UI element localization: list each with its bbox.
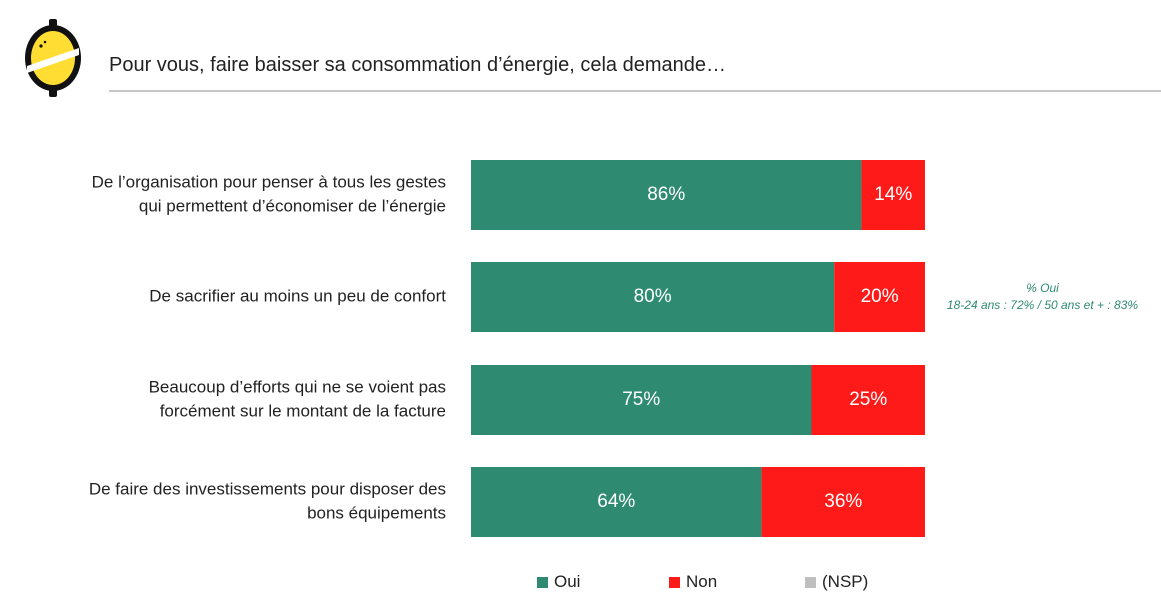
category-label-2-line-0: Beaucoup d’efforts qui ne se voient pas [149,377,446,396]
category-label-3-line-1: bons équipements [307,503,446,522]
category-label-0-line-1: qui permettent d’économiser de l’énergie [139,196,446,215]
legend-label-oui: Oui [554,572,581,591]
data-label-oui-0: 86% [647,184,685,205]
title-divider [109,90,1161,92]
data-label-oui-2: 75% [622,389,660,410]
legend-label-non: Non [686,572,718,591]
legend-label-nsp: (NSP) [822,572,869,591]
annotation-line-2: 18-24 ans : 72% / 50 ans et + : 83% [946,298,1139,312]
legend-item-oui: Oui [537,572,580,592]
annotation-line-1: % Oui [1026,281,1059,295]
bar-non-1 [834,262,925,332]
data-label-oui-1: 80% [634,286,672,307]
bar-non-3 [761,467,925,537]
data-label-oui-3: 64% [597,491,635,512]
legend-swatch-oui [537,576,548,588]
legend-swatch-non [669,576,680,588]
legend-item-non: Non [669,572,717,592]
category-label-3-line-0: De faire des investissements pour dispos… [89,479,446,498]
data-label-non-0: 14% [874,184,912,205]
category-label-0-line-0: De l’organisation pour penser à tous les… [92,172,446,191]
data-label-non-3: 36% [824,491,862,512]
bar-oui-1 [471,262,835,332]
bar-oui-2 [471,365,812,435]
category-label-2-line-1: forcément sur le montant de la facture [160,401,446,420]
bar-non-0 [861,160,925,230]
legend-item-nsp: (NSP) [805,572,868,592]
brand-logo-icon [25,19,81,97]
data-label-non-2: 25% [849,389,887,410]
data-label-non-1: 20% [861,286,899,307]
legend-swatch-nsp [805,576,816,588]
bar-oui-0 [471,160,862,230]
annotation-note: % Oui 18-24 ans : 72% / 50 ans et + : 83… [925,280,1160,314]
bar-non-2 [811,365,925,435]
chart-legend: Oui Non (NSP) [0,572,1161,594]
bar-oui-3 [471,467,762,537]
category-label-1-line-0: De sacrifier au moins un peu de confort [149,286,446,305]
page-title: Pour vous, faire baisser sa consommation… [109,54,726,76]
